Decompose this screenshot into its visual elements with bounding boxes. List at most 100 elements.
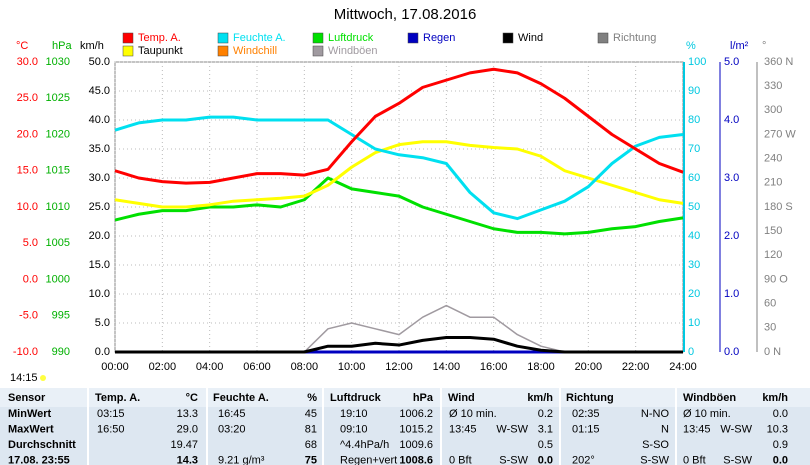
y-tick-label: 1030 <box>46 56 70 68</box>
table-cell: 01:15 <box>572 423 600 435</box>
y-tick-label: 25.0 <box>17 92 38 104</box>
legend-swatch <box>597 32 609 44</box>
table-cell: 19:10 <box>340 408 368 420</box>
table-header: Feuchte A. <box>213 392 269 404</box>
table-cell: 13:45 <box>449 423 477 435</box>
table-cell: 03:20 <box>218 423 246 435</box>
y-tick-label: 0.0 <box>95 346 110 358</box>
table-cell: 13.3 <box>177 408 198 420</box>
legend-label: Luftdruck <box>328 32 374 44</box>
axis-unit: % <box>686 40 696 52</box>
y-tick-label: 100 <box>688 56 706 68</box>
y-tick-label: 1000 <box>46 273 70 285</box>
y-tick-label: 60 <box>688 172 700 184</box>
table-cell: 45 <box>305 408 317 420</box>
axis-unit: hPa <box>52 40 72 52</box>
table-cell: N <box>661 423 669 435</box>
x-tick-label: 22:00 <box>622 361 650 373</box>
y-tick-label: 50.0 <box>89 56 110 68</box>
table-cell: 81 <box>305 423 317 435</box>
y-tick-label: 330 <box>764 80 782 92</box>
table-header: % <box>307 392 317 404</box>
legend-label: Windchill <box>233 45 277 57</box>
legend-label: Temp. A. <box>138 32 181 44</box>
y-tick-label: 1015 <box>46 165 70 177</box>
table-cell: 0 Bft <box>683 454 706 465</box>
y-tick-label: 90 <box>688 85 700 97</box>
table-cell: S-SW <box>640 454 669 465</box>
table-header: Luftdruck <box>330 392 382 404</box>
table-cell: S-SW <box>499 454 528 465</box>
y-tick-label: 25.0 <box>89 201 110 213</box>
table-header: Windböen <box>683 392 736 404</box>
table-cell: 0.9 <box>773 439 788 451</box>
table-cell: 3.1 <box>538 423 553 435</box>
table-cell: 02:35 <box>572 408 600 420</box>
y-tick-label: 3.0 <box>724 172 739 184</box>
table-cell: 16:50 <box>97 423 125 435</box>
table-header: Temp. A. <box>95 392 140 404</box>
legend-label: Wind <box>518 32 543 44</box>
table-cell: Regen+vert <box>340 454 397 465</box>
x-tick-label: 18:00 <box>527 361 555 373</box>
y-tick-label: 1005 <box>46 237 70 249</box>
table-header: Wind <box>448 392 475 404</box>
table-cell: 0.0 <box>538 454 553 465</box>
table-cell: 0.0 <box>773 408 788 420</box>
y-tick-label: 0 <box>688 346 694 358</box>
legend-swatch <box>502 32 514 44</box>
table-cell: S-SO <box>642 439 669 451</box>
legend-swatch <box>312 45 324 57</box>
y-tick-label: 35.0 <box>89 143 110 155</box>
table-cell: 09:10 <box>340 423 368 435</box>
legend-label: Taupunkt <box>138 45 183 57</box>
legend-swatch <box>122 45 134 57</box>
sun-marker <box>40 375 46 381</box>
table-header: Richtung <box>566 392 614 404</box>
y-tick-label: 5.0 <box>23 237 38 249</box>
y-tick-label: 30.0 <box>17 56 38 68</box>
legend-swatch <box>217 32 229 44</box>
y-tick-label: 210 <box>764 177 782 189</box>
table-cell: 29.0 <box>177 423 198 435</box>
table-cell: MinWert <box>8 408 52 420</box>
series-line <box>114 67 684 185</box>
y-tick-label: 20 <box>688 288 700 300</box>
x-tick-label: 04:00 <box>196 361 224 373</box>
table-cell: 10.3 <box>767 423 788 435</box>
y-tick-label: 300 <box>764 104 782 116</box>
y-tick-label: 995 <box>52 310 70 322</box>
table-header: km/h <box>762 392 788 404</box>
axis-unit: ° <box>762 40 766 52</box>
chart-title: Mittwoch, 17.08.2016 <box>334 6 477 23</box>
y-tick-label: 1.0 <box>724 288 739 300</box>
legend-swatch <box>122 32 134 44</box>
series-line <box>114 176 684 236</box>
table-cell: 0 Bft <box>449 454 472 465</box>
table-cell: 0.0 <box>773 454 788 465</box>
table-cell: Ø 10 min. <box>683 408 731 420</box>
x-tick-label: 24:00 <box>669 361 697 373</box>
x-tick-label: 08:00 <box>291 361 319 373</box>
legend-swatch <box>407 32 419 44</box>
y-tick-label: 10.0 <box>17 201 38 213</box>
y-tick-label: 5.0 <box>95 317 110 329</box>
table-cell: Durchschnitt <box>8 439 76 451</box>
table-cell: W-SW <box>496 423 528 435</box>
y-tick-label: 120 <box>764 249 782 261</box>
y-tick-label: 80 <box>688 114 700 126</box>
y-tick-label: 360 N <box>764 56 793 68</box>
y-tick-label: 2.0 <box>724 230 739 242</box>
series-line <box>114 140 684 209</box>
table-cell: 202° <box>572 454 595 465</box>
table-header-bg <box>0 388 810 407</box>
table-header: °C <box>186 392 198 404</box>
y-tick-label: 10 <box>688 317 700 329</box>
y-tick-label: 70 <box>688 143 700 155</box>
table-cell: MaxWert <box>8 423 54 435</box>
x-tick-label: 10:00 <box>338 361 366 373</box>
table-cell: S-SW <box>723 454 752 465</box>
y-tick-label: 5.0 <box>724 56 739 68</box>
table-cell: Ø 10 min. <box>449 408 497 420</box>
